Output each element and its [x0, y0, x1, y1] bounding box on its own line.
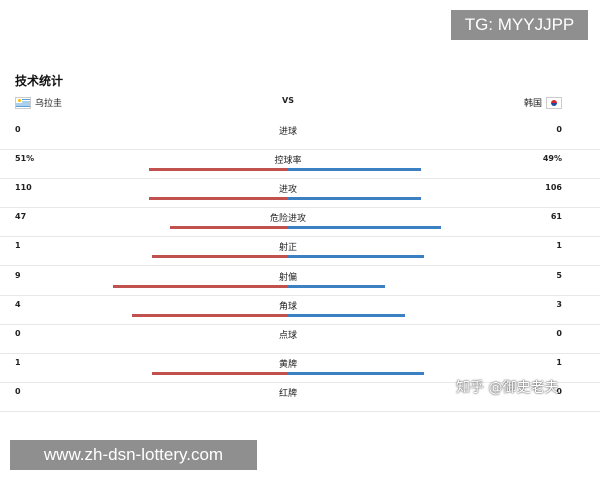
home-stat-bar	[132, 314, 288, 317]
stat-row: 0 红牌 0	[0, 383, 600, 412]
home-stat-bar	[170, 226, 288, 229]
home-stat-value: 1	[15, 358, 21, 367]
stat-label: 点球	[278, 331, 297, 341]
vs-label: VS	[282, 96, 294, 105]
away-stat-bar	[288, 372, 424, 375]
away-stat-value: 61	[550, 212, 562, 221]
stat-label: 角球	[278, 302, 297, 312]
stat-label: 进球	[278, 127, 297, 137]
stat-label: 控球率	[274, 156, 302, 166]
stat-label: 黄牌	[278, 360, 297, 370]
home-stat-value: 51%	[15, 154, 35, 163]
stat-row: 0 点球 0	[0, 325, 600, 354]
home-stat-bar	[152, 372, 288, 375]
stat-row: 9 射偏 5	[0, 267, 600, 296]
away-stat-bar	[288, 168, 421, 171]
away-stat-bar	[288, 314, 405, 317]
zhihu-watermark: 知乎 @御史老夫	[456, 380, 559, 396]
away-stat-value: 0	[556, 329, 562, 338]
away-team-name: 韩国	[523, 99, 542, 109]
team-header: 乌拉圭 VS 韩国	[0, 96, 600, 114]
home-stat-value: 4	[15, 300, 21, 309]
home-stat-value: 0	[15, 387, 21, 396]
tg-banner: TG: MYYJJPP	[451, 10, 588, 40]
south-korea-flag-icon	[546, 96, 562, 109]
uruguay-flag-icon	[15, 96, 31, 109]
stat-row: 1 射正 1	[0, 237, 600, 266]
stat-label: 进攻	[278, 185, 297, 195]
home-stat-value: 9	[15, 271, 21, 280]
away-stat-value: 1	[556, 241, 562, 250]
stat-row: 0 进球 0	[0, 121, 600, 150]
stat-label: 射正	[278, 243, 297, 253]
away-stat-value: 106	[545, 183, 562, 192]
home-stat-value: 110	[15, 183, 32, 192]
stat-row: 110 进攻 106	[0, 179, 600, 208]
home-team-name: 乌拉圭	[35, 99, 63, 109]
stat-label: 危险进攻	[269, 214, 306, 224]
stat-row: 47 危险进攻 61	[0, 208, 600, 237]
away-stat-value: 49%	[542, 154, 562, 163]
away-team: 韩国	[524, 96, 562, 109]
home-stat-bar	[113, 285, 288, 288]
away-stat-bar	[288, 197, 421, 200]
away-stat-value: 5	[556, 271, 562, 280]
stat-row: 1 黄牌 1	[0, 354, 600, 383]
away-stat-value: 1	[556, 358, 562, 367]
home-stat-bar	[149, 168, 288, 171]
away-stat-value: 3	[556, 300, 562, 309]
stat-label: 红牌	[278, 389, 297, 399]
home-stat-bar	[152, 255, 288, 258]
stat-row: 4 角球 3	[0, 296, 600, 325]
home-stat-value: 0	[15, 329, 21, 338]
home-stat-value: 0	[15, 125, 21, 134]
away-stat-value: 0	[556, 125, 562, 134]
home-stat-value: 47	[15, 212, 27, 221]
away-stat-bar	[288, 285, 385, 288]
bottom-banner: www.zh-dsn-lottery.com	[10, 440, 257, 470]
home-stat-bar	[149, 197, 288, 200]
section-title: 技术统计	[15, 74, 64, 88]
home-team: 乌拉圭	[15, 96, 62, 109]
away-stat-value: 0	[556, 387, 562, 396]
home-stat-value: 1	[15, 241, 21, 250]
stat-label: 射偏	[278, 273, 297, 283]
away-stat-bar	[288, 226, 441, 229]
stat-row: 51% 控球率 49%	[0, 150, 600, 179]
away-stat-bar	[288, 255, 424, 258]
